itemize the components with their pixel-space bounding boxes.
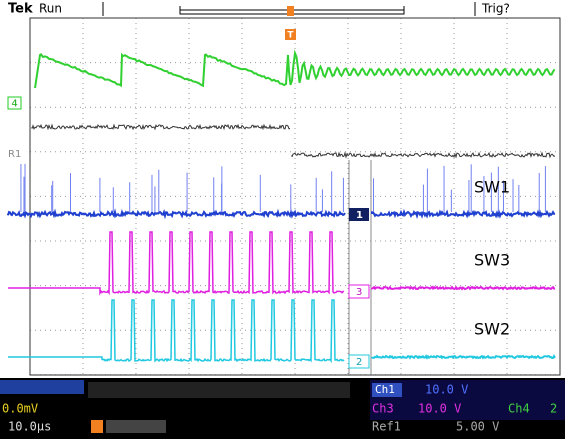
trigger-status: Trig?: [481, 2, 510, 16]
status-cell: [88, 382, 350, 398]
ch3-tag: Ch3: [372, 402, 394, 416]
ch2-waveform: [372, 356, 555, 358]
trigger-level-box: [106, 420, 166, 433]
oscilloscope-screen: Tek Run Trig? T 4 R1 1 3 2 SW1 SW3 SW2 0…: [0, 0, 565, 439]
ch3-scale: 10.0 V: [418, 402, 461, 416]
ch4-tag: Ch4: [508, 402, 530, 416]
ch3-marker-label: 3: [356, 287, 362, 298]
offset: 0.0mV: [2, 402, 38, 416]
ref1-scale: 5.00 V: [456, 420, 499, 434]
sw2-label: SW2: [474, 320, 510, 339]
status-cell: [0, 380, 84, 394]
sw3-label: SW3: [474, 251, 510, 270]
ch1-marker-label: 1: [356, 210, 363, 221]
ch4-marker-label: 4: [11, 99, 17, 110]
ref1-tag: Ref1: [372, 420, 401, 434]
timebase: 10.0µs: [8, 420, 51, 434]
ch2-marker-label: 2: [356, 357, 362, 368]
sw1-label: SW1: [474, 178, 510, 197]
trigger-position: [287, 6, 294, 16]
ch4-scale: 2: [550, 402, 557, 416]
ch1-tag-label: Ch1: [375, 383, 395, 396]
trigger-icon: [91, 420, 103, 433]
run-status: Run: [39, 2, 62, 16]
trigger-marker-label: T: [287, 31, 294, 41]
ref1-marker: R1: [8, 149, 21, 160]
ch1-scale: 10.0 V: [425, 383, 468, 397]
brand: Tek: [8, 2, 33, 17]
background: [0, 0, 565, 439]
